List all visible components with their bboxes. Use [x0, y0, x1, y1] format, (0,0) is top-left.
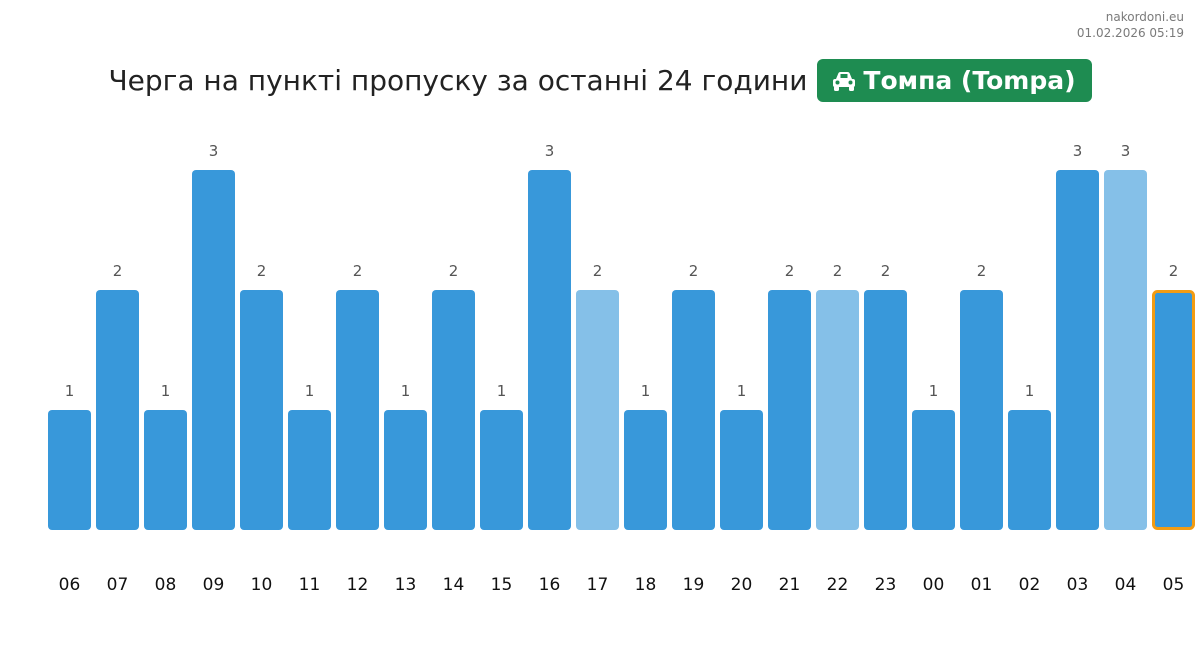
tick-label-01: 01: [971, 575, 993, 595]
data-label-16: 3: [545, 142, 555, 160]
data-label-07: 2: [113, 262, 123, 280]
data-label-05: 2: [1169, 262, 1179, 280]
bar-03: [1056, 170, 1099, 530]
bar-15: [480, 410, 523, 530]
tick-label-13: 13: [395, 575, 417, 595]
tick-label-12: 12: [347, 575, 369, 595]
bar-16: [528, 170, 571, 530]
tick-label-05: 05: [1163, 575, 1185, 595]
data-label-02: 1: [1025, 382, 1035, 400]
bar-02: [1008, 410, 1051, 530]
timestamp: 01.02.2026 05:19: [1076, 26, 1184, 40]
bar-13: [384, 410, 427, 530]
bar-06: [48, 410, 91, 530]
data-label-00: 1: [929, 382, 939, 400]
data-label-04: 3: [1121, 142, 1131, 160]
bar-04: [1104, 170, 1147, 530]
data-label-14: 2: [449, 262, 459, 280]
bar-10: [240, 290, 283, 530]
data-label-12: 2: [353, 262, 363, 280]
data-label-03: 3: [1073, 142, 1083, 160]
bar-17: [576, 290, 619, 530]
chart-header: Черга на пункті пропуску за останні 24 г…: [0, 59, 1200, 102]
data-label-06: 1: [65, 382, 75, 400]
tick-label-21: 21: [779, 575, 801, 595]
data-label-19: 2: [689, 262, 699, 280]
tick-label-08: 08: [155, 575, 177, 595]
tick-label-10: 10: [251, 575, 273, 595]
bar-09: [192, 170, 235, 530]
bar-23: [864, 290, 907, 530]
data-label-21: 2: [785, 262, 795, 280]
tick-label-17: 17: [587, 575, 609, 595]
car-icon: [833, 71, 856, 91]
data-label-13: 1: [401, 382, 411, 400]
data-label-23: 2: [881, 262, 891, 280]
bar-11: [288, 410, 331, 530]
bar-00: [912, 410, 955, 530]
bar-22: [816, 290, 859, 530]
site-info: nakordoni.eu 01.02.2026 05:19: [1077, 9, 1184, 41]
tick-label-06: 06: [59, 575, 81, 595]
tick-label-02: 02: [1019, 575, 1041, 595]
tick-label-15: 15: [491, 575, 513, 595]
data-label-20: 1: [737, 382, 747, 400]
bar-08: [144, 410, 187, 530]
bar-20: [720, 410, 763, 530]
page-title: Черга на пункті пропуску за останні 24 г…: [108, 64, 808, 97]
tick-label-14: 14: [443, 575, 465, 595]
tick-label-09: 09: [203, 575, 225, 595]
tick-label-00: 00: [923, 575, 945, 595]
tick-label-18: 18: [635, 575, 657, 595]
tick-label-20: 20: [731, 575, 753, 595]
crossing-badge: Томпа (Tompa): [817, 59, 1092, 102]
crossing-label: Томпа (Tompa): [863, 66, 1076, 95]
bar-05: [1152, 290, 1195, 530]
tick-label-04: 04: [1115, 575, 1137, 595]
bar-01: [960, 290, 1003, 530]
tick-label-03: 03: [1067, 575, 1089, 595]
bar-14: [432, 290, 475, 530]
bar-07: [96, 290, 139, 530]
data-label-11: 1: [305, 382, 315, 400]
tick-label-07: 07: [107, 575, 129, 595]
bar-21: [768, 290, 811, 530]
data-label-17: 2: [593, 262, 603, 280]
data-label-10: 2: [257, 262, 267, 280]
tick-label-22: 22: [827, 575, 849, 595]
bar-19: [672, 290, 715, 530]
site-name: nakordoni.eu: [1105, 10, 1184, 24]
data-label-09: 3: [209, 142, 219, 160]
bar-18: [624, 410, 667, 530]
bar-12: [336, 290, 379, 530]
tick-label-16: 16: [539, 575, 561, 595]
data-label-01: 2: [977, 262, 987, 280]
data-label-18: 1: [641, 382, 651, 400]
data-label-08: 1: [161, 382, 171, 400]
tick-label-19: 19: [683, 575, 705, 595]
data-label-22: 2: [833, 262, 843, 280]
tick-label-11: 11: [299, 575, 321, 595]
tick-label-23: 23: [875, 575, 897, 595]
data-label-15: 1: [497, 382, 507, 400]
